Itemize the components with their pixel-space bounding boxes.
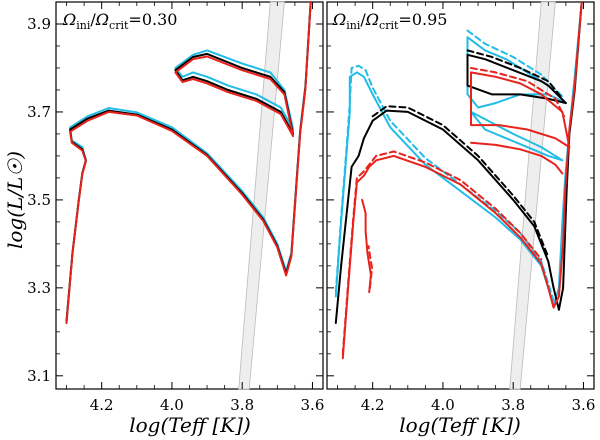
right-track-red-dashed [341, 150, 543, 355]
left-y-tick-label: 3.9 [27, 15, 51, 33]
right-track-red-lower [470, 141, 564, 175]
right-ticks: 4.2 4.0 3.8 3.6 [327, 1, 596, 414]
left-y-tick-label: 3.3 [27, 279, 51, 297]
left-track-red-loop [174, 55, 295, 138]
right-panel: 4.2 4.0 3.8 3.6 Ωini/Ωcrit=0.95 [326, 1, 596, 414]
right-track-cyan [334, 1, 583, 307]
left-panel: 4.2 4.0 3.8 3.6 3.9 3.7 3.5 3.3 3.1 Ωini/Ωcrit=0… [27, 1, 325, 414]
right-x-tick-label: 4.0 [431, 396, 455, 414]
right-instability-strip-band [509, 1, 556, 390]
right-track-black-dashed [371, 105, 550, 259]
y-axis-label: log(L/L☉) [3, 151, 27, 249]
right-track-black-loop-dashed [466, 49, 564, 100]
right-track-cyan-upper-loop-dashed [466, 29, 564, 98]
left-instability-strip [238, 1, 285, 390]
right-track-red-loop [470, 71, 571, 149]
left-tracks [65, 1, 312, 324]
left-panel-title: Ωini/Ωcrit=0.30 [62, 10, 177, 32]
right-x-tick-label: 3.8 [501, 396, 525, 414]
left-y-tick-label: 3.1 [27, 367, 51, 385]
left-track-red [65, 1, 312, 324]
left-ticks: 4.2 4.0 3.8 3.6 3.9 3.7 3.5 3.3 3.1 [27, 1, 325, 414]
right-panel-title: Ωini/Ωcrit=0.95 [332, 10, 447, 32]
right-track-red-loop-dashed [470, 67, 566, 118]
left-y-tick-label: 3.5 [27, 191, 51, 209]
right-panel-frame [326, 1, 595, 390]
right-tracks [334, 1, 583, 360]
left-x-tick-label: 3.6 [301, 396, 325, 414]
left-instability-strip-band [238, 1, 285, 390]
right-track-red-spike-dashed [367, 245, 373, 289]
left-track-cyan-loop [174, 49, 295, 131]
right-track-red-spike [361, 198, 372, 294]
right-track-red [341, 1, 583, 360]
right-instability-strip [509, 1, 556, 390]
right-track-black-loop [466, 53, 567, 105]
right-track-black [334, 1, 583, 324]
left-x-tick-label: 4.2 [90, 396, 114, 414]
left-track-black-loop [174, 52, 295, 135]
left-x-tick-label: 3.8 [230, 396, 254, 414]
left-y-tick-label: 3.7 [27, 103, 51, 121]
right-x-axis-label: log(Teff [K]) [399, 413, 521, 437]
left-x-tick-label: 4.0 [160, 396, 184, 414]
right-x-tick-label: 4.2 [361, 396, 385, 414]
right-track-cyan-lower-loop [470, 110, 564, 162]
right-x-tick-label: 3.6 [572, 396, 596, 414]
left-x-axis-label: log(Teff [K]) [129, 413, 251, 437]
